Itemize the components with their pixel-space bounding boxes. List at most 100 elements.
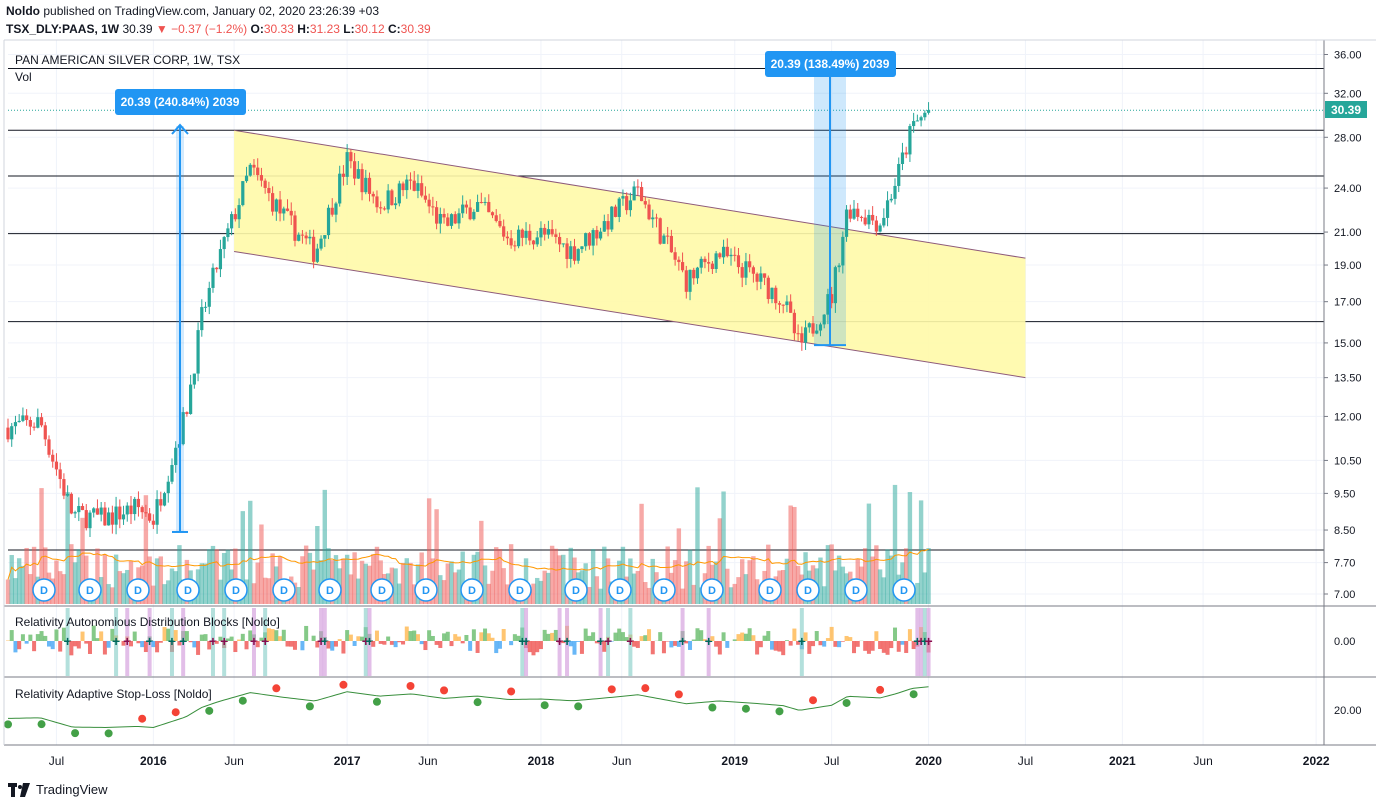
candle — [774, 287, 778, 304]
stop-loss-dot — [540, 701, 549, 710]
author: Noldo — [6, 4, 40, 18]
volume-bar — [684, 561, 689, 604]
dividend-marker — [508, 578, 532, 602]
volume-bar — [221, 552, 227, 604]
candle — [334, 203, 338, 215]
candle — [498, 220, 502, 227]
indicator1-cross: + — [522, 633, 530, 649]
x-tick-label: Jun — [1193, 754, 1212, 768]
distribution-blocks-pane: + + + + + + + + + + ++ ++ ++ + + + + + + + + ++++ — [6, 608, 933, 676]
indicator1-bar — [278, 636, 283, 641]
indicator1-cross: + — [209, 633, 217, 649]
candle — [181, 412, 185, 445]
y-tick-label: 24.00 — [1334, 183, 1362, 195]
indicator1-bar — [762, 635, 767, 641]
indicator1-bar — [811, 641, 816, 647]
indicator1-bar — [852, 641, 857, 654]
stop-loss-dot — [339, 680, 348, 689]
candle — [6, 427, 10, 440]
candle — [505, 236, 510, 239]
volume-bar — [76, 549, 82, 604]
indicator1-title: Relativity Autonomious Distribution Bloc… — [15, 615, 280, 629]
indicator1-bar — [192, 641, 197, 648]
candle — [520, 229, 524, 238]
stop-loss-dot — [674, 690, 683, 699]
indicator1-bar — [91, 625, 96, 641]
volume-bar — [501, 568, 506, 604]
candle — [226, 228, 230, 238]
volume-bar — [587, 586, 592, 604]
indicator1-bar — [732, 639, 737, 641]
candle — [62, 479, 66, 496]
candle — [755, 273, 759, 282]
stop-loss-line — [7, 686, 929, 728]
volume-bar — [453, 572, 458, 604]
volume-bar — [449, 561, 454, 604]
indicator1-bar — [911, 641, 916, 650]
volume-bar — [296, 587, 301, 604]
measure2-arrow[interactable] — [814, 77, 846, 347]
candle — [628, 200, 632, 211]
indicator1-signal-bar — [628, 608, 633, 676]
y-tick-label: 15.00 — [1334, 338, 1362, 350]
indicator1-bar — [684, 641, 689, 644]
indicator1-bar — [9, 630, 14, 641]
volume-bar — [20, 565, 26, 604]
candle — [904, 152, 908, 155]
indicator1-bar — [509, 641, 514, 646]
candle — [707, 262, 711, 264]
indicator1-bar — [315, 641, 320, 648]
indicator1-bar — [770, 641, 775, 650]
candle — [88, 512, 92, 529]
indicator1-bar — [814, 631, 819, 641]
indicator1-bar — [833, 641, 838, 647]
volume-bar — [315, 526, 320, 604]
indicator1-bar — [818, 641, 823, 646]
candle — [531, 240, 536, 245]
candle — [721, 246, 726, 258]
candle — [360, 169, 364, 193]
indicator1-cross: + — [317, 633, 325, 649]
stop-loss-dot — [238, 696, 247, 705]
y-tick-label: 7.70 — [1334, 558, 1355, 570]
indicator1-bar — [434, 641, 439, 645]
volume-bar — [352, 552, 357, 604]
volume-bar — [889, 555, 894, 604]
volume-bar — [792, 506, 797, 604]
indicator1-bar — [669, 641, 674, 648]
indicator1-bar — [617, 628, 622, 641]
indicator1-bar — [572, 641, 577, 655]
candle — [807, 323, 811, 328]
volume-bar — [166, 580, 171, 604]
measure1-arrow[interactable] — [171, 123, 189, 533]
candle — [893, 185, 897, 199]
dividend-marker — [892, 578, 916, 602]
axes: 36.00 32.00 28.00 24.00 21.00 19.00 17.00 15.00… — [3, 39, 1376, 768]
candle — [10, 426, 14, 440]
candle — [39, 417, 44, 426]
indicator1-tick: 0.00 — [1334, 636, 1355, 648]
candle — [32, 426, 36, 428]
volume-bar — [568, 547, 573, 604]
candle — [666, 235, 670, 237]
dividend-marker-label: D — [422, 585, 430, 597]
indicator1-bar — [99, 631, 104, 641]
indicator1-bar — [415, 634, 420, 641]
volume-bar — [311, 569, 316, 604]
indicator1-bar — [300, 641, 305, 651]
indicator1-bar — [661, 641, 666, 654]
y-tick-label: 8.50 — [1334, 525, 1355, 537]
candle — [736, 255, 741, 268]
indicator1-bar — [73, 641, 78, 647]
candle — [69, 493, 73, 514]
volume-bar — [605, 558, 611, 604]
stop-loss-dot — [876, 685, 885, 694]
indicator1-bar — [442, 633, 447, 641]
volume-bar — [635, 570, 641, 604]
candle — [490, 212, 495, 216]
volume-bar — [866, 503, 872, 604]
candle — [166, 481, 170, 494]
candle — [699, 258, 703, 268]
